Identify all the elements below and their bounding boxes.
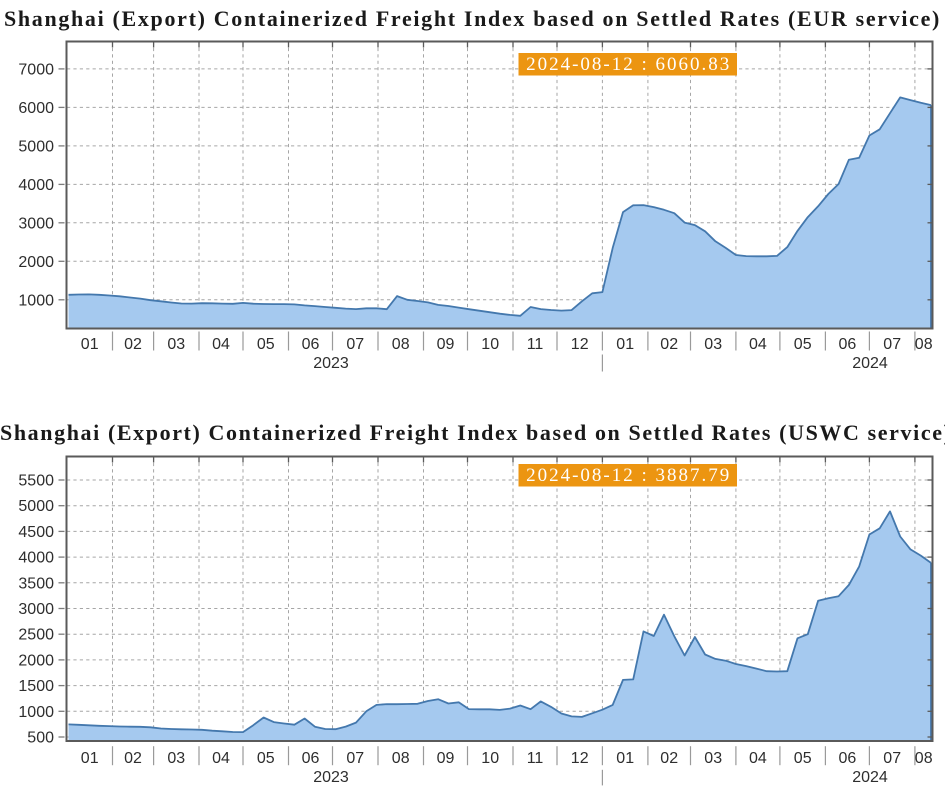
svg-text:2024: 2024 [852,769,888,786]
svg-text:03: 03 [704,750,722,767]
svg-text:08: 08 [915,336,933,353]
svg-text:05: 05 [794,750,812,767]
svg-text:05: 05 [257,750,275,767]
svg-text:02: 02 [660,336,678,353]
svg-text:06: 06 [302,336,320,353]
svg-text:11: 11 [527,336,544,353]
svg-text:04: 04 [212,336,230,353]
svg-text:2024-08-12 : 6060.83: 2024-08-12 : 6060.83 [526,54,731,75]
svg-text:03: 03 [167,750,185,767]
svg-text:5500: 5500 [18,473,54,490]
svg-text:4000: 4000 [18,550,54,567]
svg-text:07: 07 [346,750,364,767]
svg-text:02: 02 [660,750,678,767]
svg-text:10: 10 [481,750,499,767]
svg-text:08: 08 [392,750,410,767]
svg-text:6000: 6000 [18,100,54,117]
svg-text:2500: 2500 [18,627,54,644]
svg-text:7000: 7000 [18,61,54,78]
svg-text:05: 05 [257,336,275,353]
svg-text:04: 04 [212,750,230,767]
svg-text:1000: 1000 [18,292,54,309]
svg-text:01: 01 [616,336,634,353]
svg-text:4000: 4000 [18,177,54,194]
svg-text:08: 08 [392,336,410,353]
svg-text:1000: 1000 [18,704,54,721]
svg-text:1500: 1500 [18,678,54,695]
svg-text:01: 01 [616,750,634,767]
svg-text:2024-08-12 : 3887.79: 2024-08-12 : 3887.79 [526,465,731,486]
svg-text:06: 06 [839,336,857,353]
svg-text:2024: 2024 [852,355,888,372]
svg-text:06: 06 [839,750,857,767]
svg-text:10: 10 [481,336,499,353]
svg-text:05: 05 [794,336,812,353]
svg-text:2000: 2000 [18,254,54,271]
svg-text:01: 01 [81,750,99,767]
svg-text:12: 12 [571,336,589,353]
svg-text:5000: 5000 [18,138,54,155]
svg-text:07: 07 [346,336,364,353]
svg-text:08: 08 [915,750,933,767]
svg-text:5000: 5000 [18,498,54,515]
svg-text:04: 04 [749,750,767,767]
svg-text:07: 07 [883,750,901,767]
svg-text:2023: 2023 [313,769,349,786]
svg-text:09: 09 [437,750,455,767]
svg-text:500: 500 [27,730,54,747]
svg-text:2000: 2000 [18,652,54,669]
svg-text:12: 12 [571,750,589,767]
svg-text:02: 02 [124,750,142,767]
svg-text:03: 03 [167,336,185,353]
svg-text:4500: 4500 [18,524,54,541]
svg-text:01: 01 [81,336,99,353]
svg-text:11: 11 [527,750,544,767]
svg-text:3000: 3000 [18,601,54,618]
svg-text:09: 09 [437,336,455,353]
svg-text:04: 04 [749,336,767,353]
svg-text:3000: 3000 [18,215,54,232]
svg-text:3500: 3500 [18,575,54,592]
svg-text:03: 03 [704,336,722,353]
svg-text:07: 07 [883,336,901,353]
svg-text:06: 06 [302,750,320,767]
svg-text:02: 02 [124,336,142,353]
svg-text:2023: 2023 [313,355,349,372]
